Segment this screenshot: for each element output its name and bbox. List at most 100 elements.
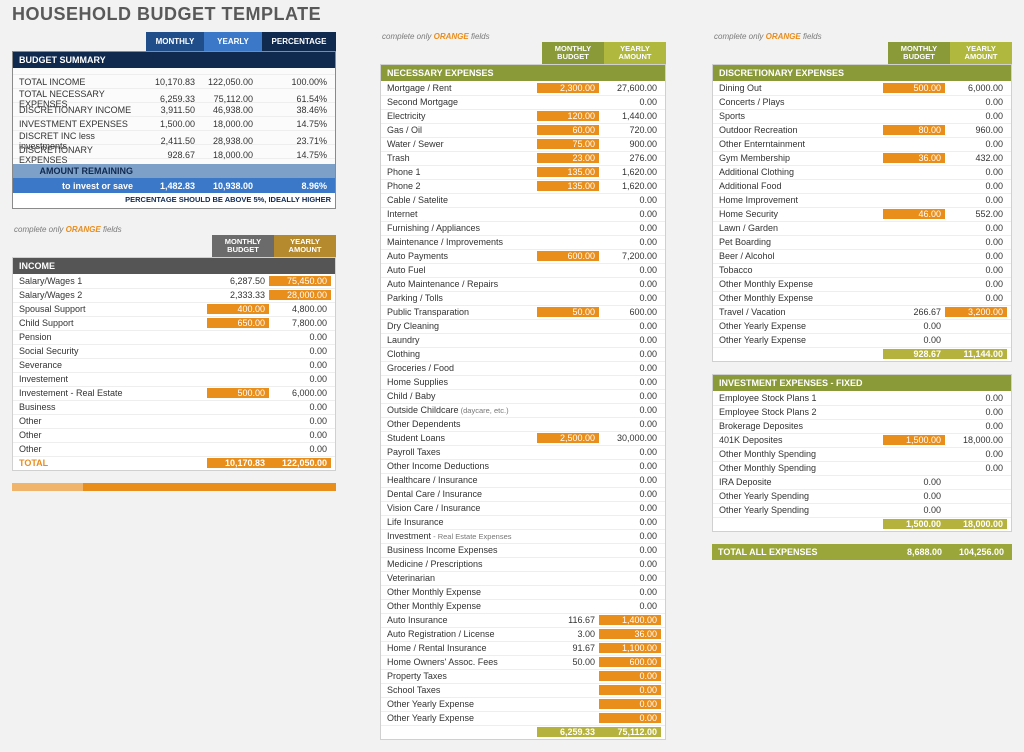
- row-monthly[interactable]: 3.00: [537, 629, 599, 639]
- row-monthly[interactable]: 120.00: [537, 111, 599, 121]
- row-monthly[interactable]: 0.00: [883, 335, 945, 345]
- row-yearly[interactable]: 7,200.00: [599, 251, 661, 261]
- row-monthly[interactable]: 0.00: [883, 477, 945, 487]
- row-yearly[interactable]: 0.00: [945, 407, 1007, 417]
- row-yearly[interactable]: 36.00: [599, 629, 661, 639]
- row-yearly[interactable]: 6,000.00: [945, 83, 1007, 93]
- row-yearly[interactable]: 0.00: [599, 489, 661, 499]
- row-yearly[interactable]: 0.00: [945, 251, 1007, 261]
- row-yearly[interactable]: 0.00: [599, 545, 661, 555]
- row-yearly[interactable]: 0.00: [599, 573, 661, 583]
- row-yearly[interactable]: 0.00: [945, 97, 1007, 107]
- row-yearly[interactable]: 1,100.00: [599, 643, 661, 653]
- row-yearly[interactable]: 276.00: [599, 153, 661, 163]
- row-yearly[interactable]: 0.00: [599, 279, 661, 289]
- row-yearly[interactable]: 0.00: [599, 405, 661, 415]
- row-yearly[interactable]: 0.00: [599, 685, 661, 695]
- row-yearly[interactable]: 0.00: [599, 209, 661, 219]
- row-yearly[interactable]: 27,600.00: [599, 83, 661, 93]
- row-monthly[interactable]: 116.67: [537, 615, 599, 625]
- row-yearly[interactable]: 0.00: [599, 223, 661, 233]
- row-monthly[interactable]: 2,300.00: [537, 83, 599, 93]
- row-yearly[interactable]: 0.00: [269, 444, 331, 454]
- row-yearly[interactable]: 0.00: [945, 421, 1007, 431]
- row-monthly[interactable]: 91.67: [537, 643, 599, 653]
- row-yearly[interactable]: 0.00: [599, 335, 661, 345]
- row-yearly[interactable]: 75,450.00: [269, 276, 331, 286]
- row-yearly[interactable]: 0.00: [599, 419, 661, 429]
- row-yearly[interactable]: 6,000.00: [269, 388, 331, 398]
- row-yearly[interactable]: 0.00: [269, 374, 331, 384]
- row-yearly[interactable]: 0.00: [599, 293, 661, 303]
- row-yearly[interactable]: 0.00: [599, 601, 661, 611]
- row-yearly[interactable]: 0.00: [945, 449, 1007, 459]
- row-yearly[interactable]: 1,400.00: [599, 615, 661, 625]
- row-yearly[interactable]: 0.00: [599, 97, 661, 107]
- row-monthly[interactable]: 500.00: [883, 83, 945, 93]
- row-yearly[interactable]: 0.00: [269, 430, 331, 440]
- tab-percentage[interactable]: PERCENTAGE: [262, 32, 336, 51]
- row-yearly[interactable]: 30,000.00: [599, 433, 661, 443]
- row-yearly[interactable]: 0.00: [599, 461, 661, 471]
- row-yearly[interactable]: 4,800.00: [269, 304, 331, 314]
- row-monthly[interactable]: 135.00: [537, 167, 599, 177]
- row-monthly[interactable]: 0.00: [883, 491, 945, 501]
- row-yearly[interactable]: 720.00: [599, 125, 661, 135]
- row-yearly[interactable]: 0.00: [945, 223, 1007, 233]
- row-yearly[interactable]: 0.00: [599, 377, 661, 387]
- row-yearly[interactable]: 0.00: [599, 475, 661, 485]
- row-yearly[interactable]: 1,440.00: [599, 111, 661, 121]
- row-yearly[interactable]: 900.00: [599, 139, 661, 149]
- row-yearly[interactable]: 0.00: [599, 237, 661, 247]
- row-yearly[interactable]: 0.00: [945, 237, 1007, 247]
- row-yearly[interactable]: 0.00: [599, 363, 661, 373]
- row-monthly[interactable]: 500.00: [207, 388, 269, 398]
- tab-yearly[interactable]: YEARLY: [204, 32, 262, 51]
- row-monthly[interactable]: 50.00: [537, 307, 599, 317]
- row-yearly[interactable]: 0.00: [599, 713, 661, 723]
- row-yearly[interactable]: 0.00: [945, 139, 1007, 149]
- row-yearly[interactable]: 1,620.00: [599, 167, 661, 177]
- row-yearly[interactable]: 28,000.00: [269, 290, 331, 300]
- row-monthly[interactable]: 2,333.33: [207, 290, 269, 300]
- row-yearly[interactable]: 0.00: [945, 463, 1007, 473]
- row-yearly[interactable]: 552.00: [945, 209, 1007, 219]
- row-yearly[interactable]: 0.00: [945, 111, 1007, 121]
- row-yearly[interactable]: 7,800.00: [269, 318, 331, 328]
- row-yearly[interactable]: 0.00: [599, 503, 661, 513]
- row-yearly[interactable]: 3,200.00: [945, 307, 1007, 317]
- row-yearly[interactable]: 0.00: [599, 391, 661, 401]
- row-monthly[interactable]: 266.67: [883, 307, 945, 317]
- row-monthly[interactable]: 650.00: [207, 318, 269, 328]
- row-yearly[interactable]: 0.00: [945, 195, 1007, 205]
- row-yearly[interactable]: 0.00: [269, 346, 331, 356]
- row-yearly[interactable]: 0.00: [599, 559, 661, 569]
- row-monthly[interactable]: 600.00: [537, 251, 599, 261]
- row-yearly[interactable]: 0.00: [945, 265, 1007, 275]
- row-monthly[interactable]: 6,287.50: [207, 276, 269, 286]
- row-monthly[interactable]: 135.00: [537, 181, 599, 191]
- row-yearly[interactable]: 0.00: [269, 332, 331, 342]
- row-yearly[interactable]: 0.00: [599, 671, 661, 681]
- row-yearly[interactable]: 0.00: [945, 181, 1007, 191]
- row-yearly[interactable]: 0.00: [269, 416, 331, 426]
- row-yearly[interactable]: 0.00: [945, 293, 1007, 303]
- tab-monthly[interactable]: MONTHLY: [146, 32, 204, 51]
- row-yearly[interactable]: 600.00: [599, 307, 661, 317]
- row-monthly[interactable]: 400.00: [207, 304, 269, 314]
- row-yearly[interactable]: 0.00: [599, 587, 661, 597]
- row-yearly[interactable]: 0.00: [599, 531, 661, 541]
- row-yearly[interactable]: 0.00: [599, 699, 661, 709]
- row-yearly[interactable]: 0.00: [599, 349, 661, 359]
- row-monthly[interactable]: 60.00: [537, 125, 599, 135]
- row-monthly[interactable]: 80.00: [883, 125, 945, 135]
- row-yearly[interactable]: 0.00: [599, 321, 661, 331]
- row-yearly[interactable]: 960.00: [945, 125, 1007, 135]
- row-monthly[interactable]: 0.00: [883, 505, 945, 515]
- row-yearly[interactable]: 0.00: [599, 447, 661, 457]
- row-yearly[interactable]: 600.00: [599, 657, 661, 667]
- row-yearly[interactable]: 0.00: [269, 402, 331, 412]
- row-monthly[interactable]: 46.00: [883, 209, 945, 219]
- row-yearly[interactable]: 0.00: [945, 279, 1007, 289]
- row-monthly[interactable]: 2,500.00: [537, 433, 599, 443]
